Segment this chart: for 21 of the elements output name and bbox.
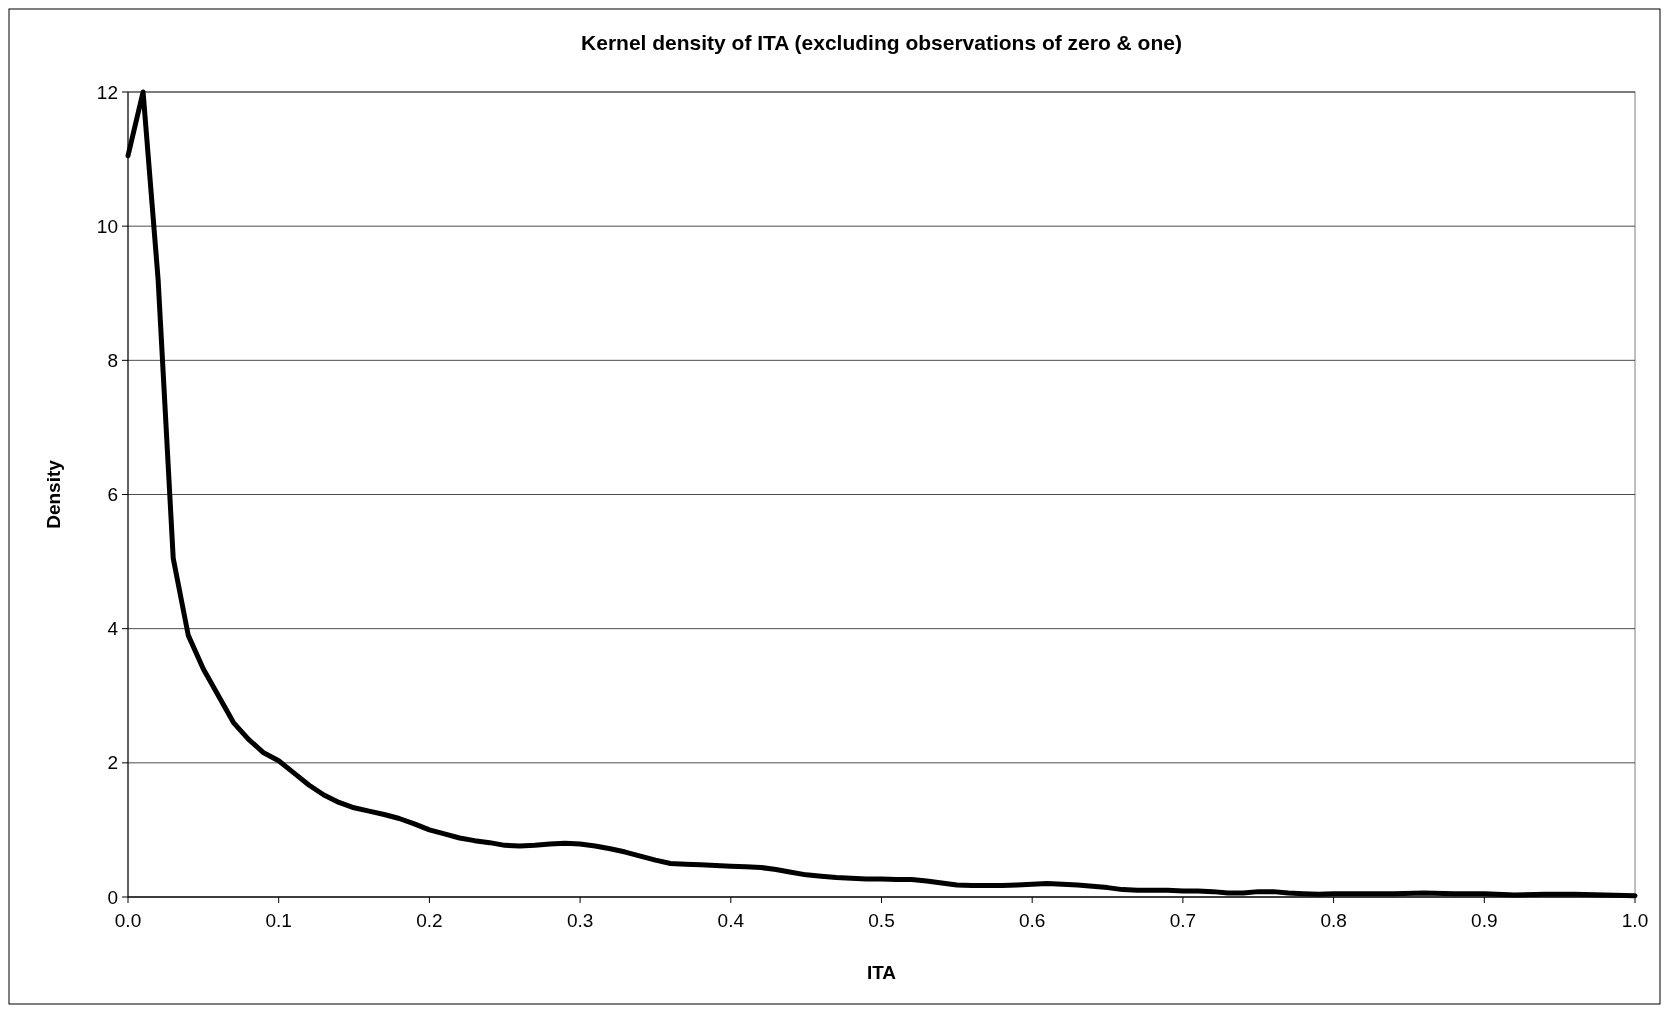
x-tick-label: 0.0	[114, 910, 142, 931]
y-tick-label: 12	[96, 81, 118, 103]
x-tick-label: 1.0	[1621, 910, 1649, 931]
y-tick-label: 0	[107, 886, 118, 908]
y-tick-label: 4	[107, 618, 119, 640]
y-tick-label: 10	[96, 215, 118, 237]
x-tick-label: 0.9	[1471, 910, 1498, 931]
x-tick-label: 0.4	[717, 910, 745, 931]
x-tick-label: 0.8	[1320, 910, 1347, 931]
x-tick-label: 0.2	[416, 910, 443, 931]
x-tick-label: 0.7	[1169, 910, 1197, 931]
x-tick-label: 0.5	[868, 910, 895, 931]
x-tick-label: 0.6	[1018, 910, 1046, 931]
y-axis-title: Density	[43, 459, 64, 529]
x-axis-title: ITA	[866, 962, 897, 983]
chart-title: Kernel density of ITA (excluding observations of zero & one)	[581, 31, 1182, 54]
y-tick-label: 8	[107, 349, 118, 371]
y-tick-label: 2	[107, 752, 118, 774]
x-tick-label: 0.1	[265, 910, 292, 931]
x-tick-label: 0.3	[566, 910, 594, 931]
y-tick-label: 6	[107, 484, 118, 506]
